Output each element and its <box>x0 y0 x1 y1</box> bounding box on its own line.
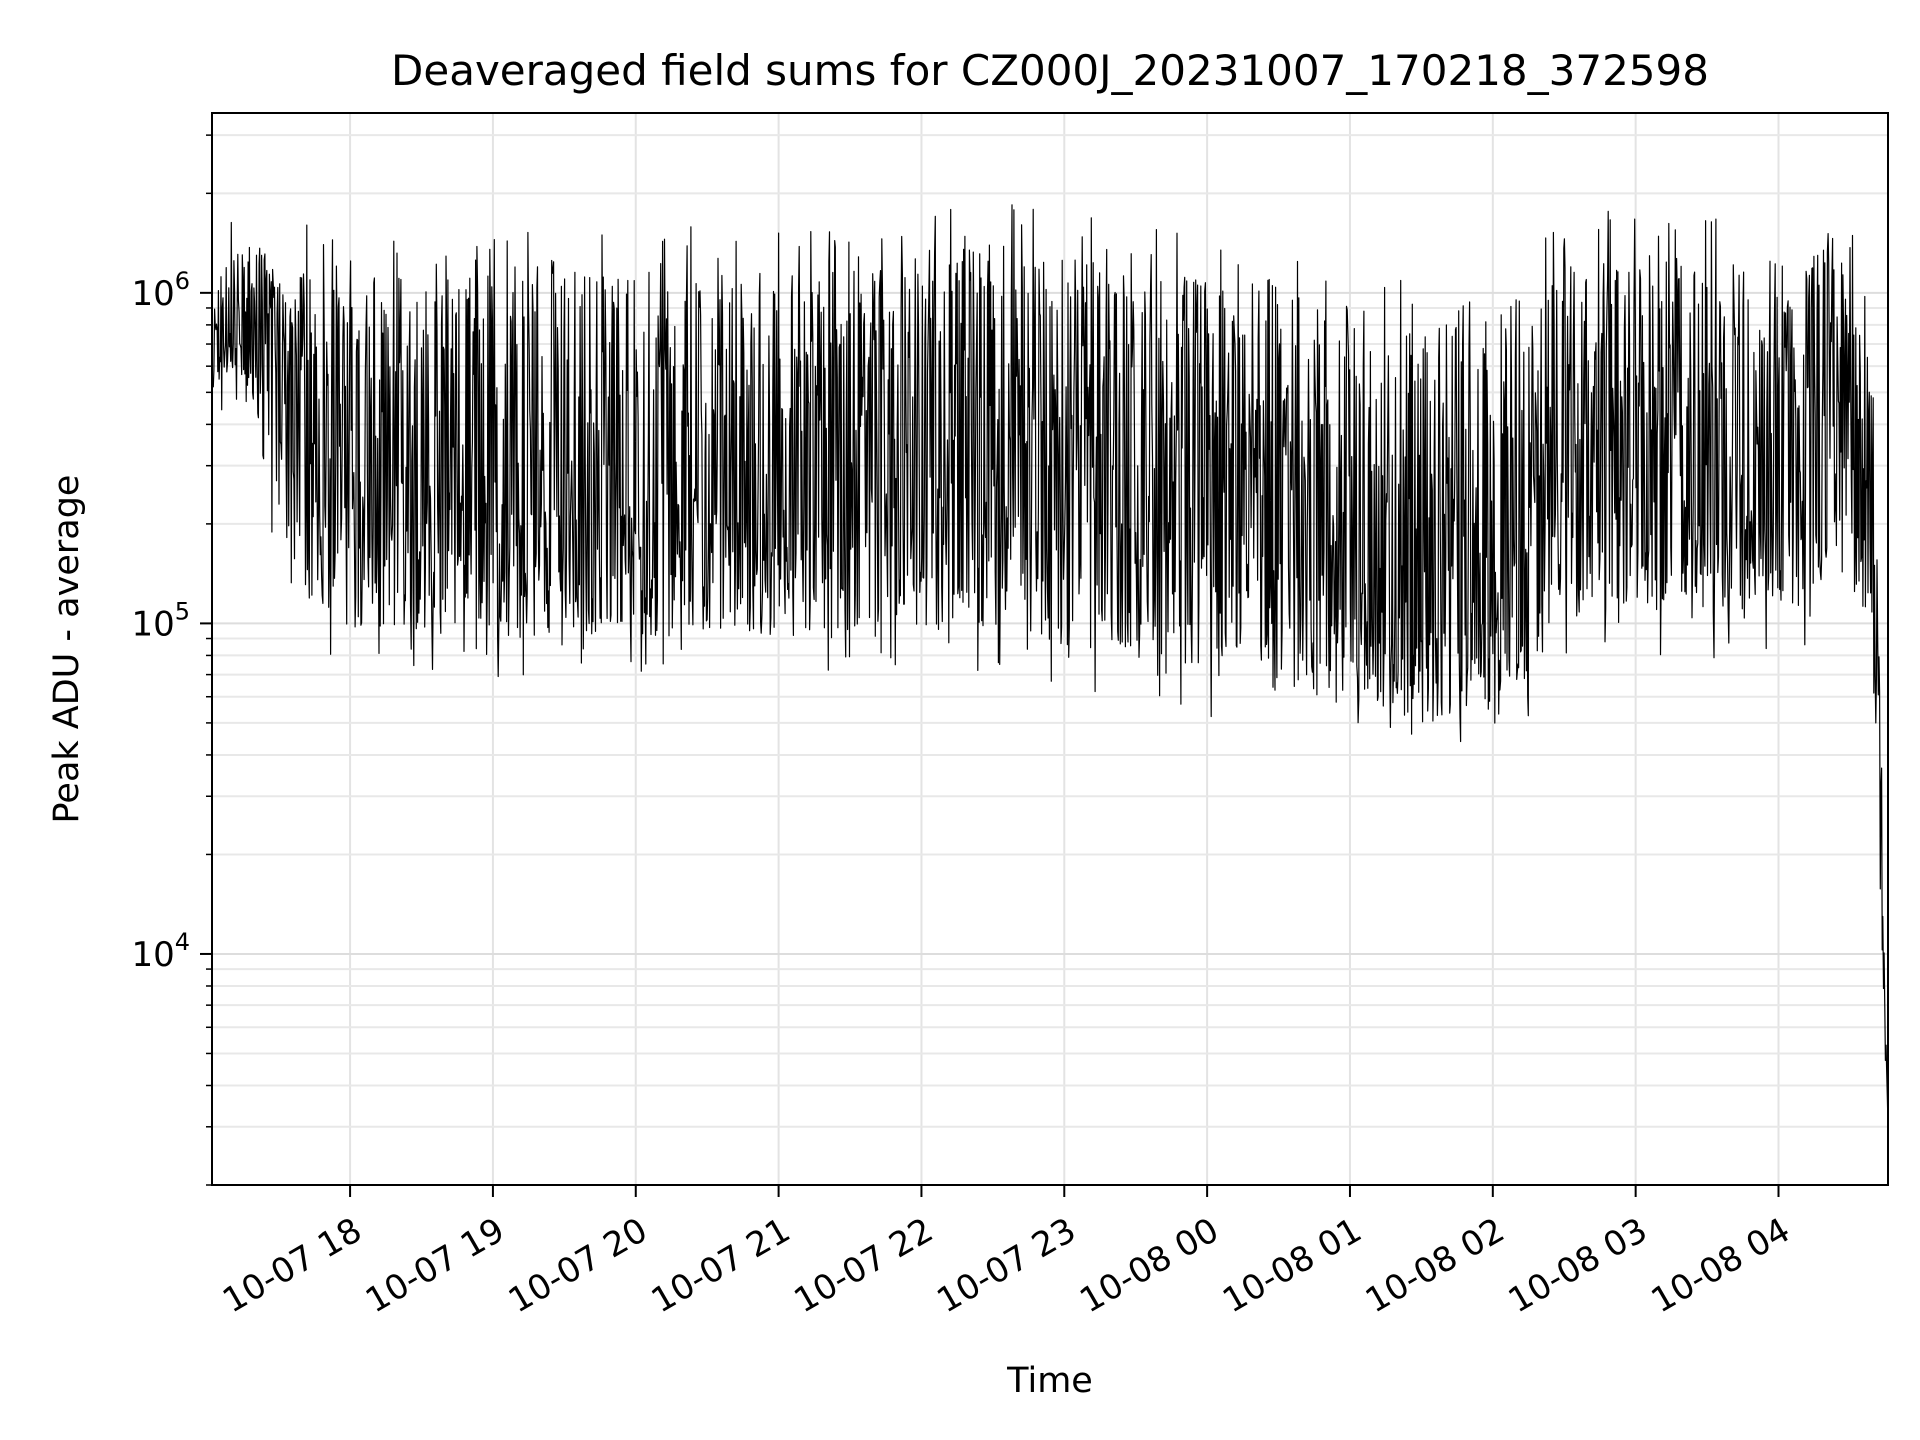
y-axis: 104 105 106 <box>131 134 212 1186</box>
x-axis-label: Time <box>1006 1361 1093 1401</box>
plot-frame <box>211 112 1889 1186</box>
y-tick-label: 105 <box>131 597 190 644</box>
data-series <box>211 204 1889 1127</box>
data-line <box>211 204 1889 1127</box>
y-tick-label: 104 <box>131 928 190 975</box>
chart-title: Deaveraged field sums for CZ000J_2023100… <box>391 46 1709 95</box>
y-axis-label: Peak ADU - average <box>47 475 87 824</box>
y-tick-label: 106 <box>131 267 190 314</box>
